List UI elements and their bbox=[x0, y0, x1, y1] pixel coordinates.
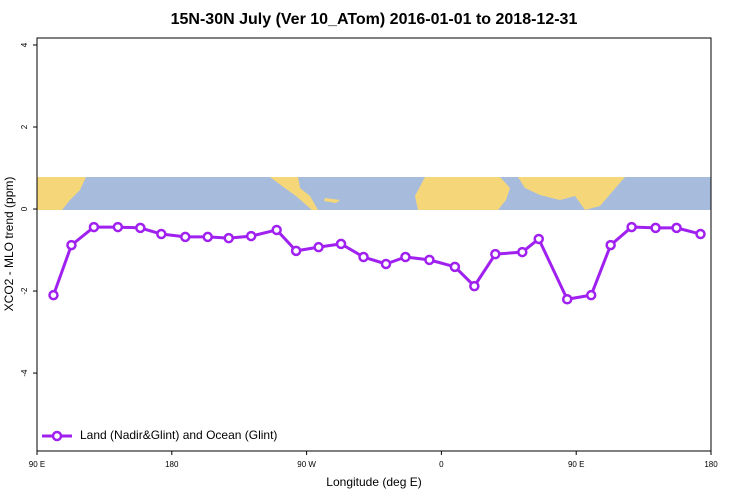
point bbox=[66, 239, 77, 251]
point bbox=[605, 239, 616, 251]
point bbox=[626, 221, 637, 233]
point bbox=[400, 251, 411, 263]
point bbox=[313, 241, 324, 253]
y-tick-label: -2 bbox=[20, 287, 29, 295]
point bbox=[156, 228, 167, 240]
chart-title: 15N-30N July (Ver 10_ATom) 2016-01-01 to… bbox=[171, 11, 578, 28]
x-tick-label: 180 bbox=[165, 460, 179, 469]
x-tick-label: 90 E bbox=[29, 460, 45, 469]
land bbox=[415, 177, 510, 210]
point bbox=[424, 254, 435, 266]
land bbox=[324, 198, 340, 203]
point bbox=[380, 258, 392, 270]
y-tick-label: 4 bbox=[20, 42, 29, 47]
point bbox=[271, 224, 282, 236]
point bbox=[223, 232, 234, 244]
land bbox=[37, 177, 86, 210]
point bbox=[490, 248, 501, 260]
point bbox=[202, 231, 213, 243]
point bbox=[469, 280, 480, 292]
y-axis-label: XCO2 - MLO trend (ppm) bbox=[2, 177, 16, 312]
x-tick-label: 180 bbox=[704, 460, 718, 469]
point bbox=[671, 222, 682, 234]
x-tick-label: 0 bbox=[439, 460, 444, 469]
point bbox=[112, 221, 124, 233]
legend-marker bbox=[51, 430, 63, 442]
y-tick-label: 0 bbox=[20, 206, 29, 211]
map-band bbox=[37, 177, 711, 210]
point bbox=[561, 294, 573, 305]
y-tick-label: 2 bbox=[20, 124, 29, 129]
point bbox=[335, 238, 347, 250]
point bbox=[585, 289, 597, 301]
point bbox=[695, 228, 706, 240]
plot-frame bbox=[36, 37, 712, 452]
point bbox=[88, 221, 100, 233]
point bbox=[180, 231, 191, 243]
x-tick-label: 90 W bbox=[297, 460, 316, 469]
x-axis-label: Longitude (deg E) bbox=[326, 475, 421, 489]
y-tick-label: -4 bbox=[20, 369, 29, 377]
point bbox=[533, 233, 545, 245]
land bbox=[270, 177, 318, 210]
point bbox=[48, 289, 59, 301]
point bbox=[650, 222, 661, 234]
point bbox=[517, 246, 528, 258]
point bbox=[245, 230, 257, 242]
legend-label: Land (Nadir&Glint) and Ocean (Glint) bbox=[80, 428, 277, 442]
point bbox=[135, 222, 146, 234]
point bbox=[290, 245, 302, 257]
x-tick-label: 90 E bbox=[568, 460, 584, 469]
land bbox=[518, 177, 625, 210]
point bbox=[358, 251, 369, 263]
point bbox=[449, 261, 461, 273]
series-line bbox=[52, 225, 701, 301]
